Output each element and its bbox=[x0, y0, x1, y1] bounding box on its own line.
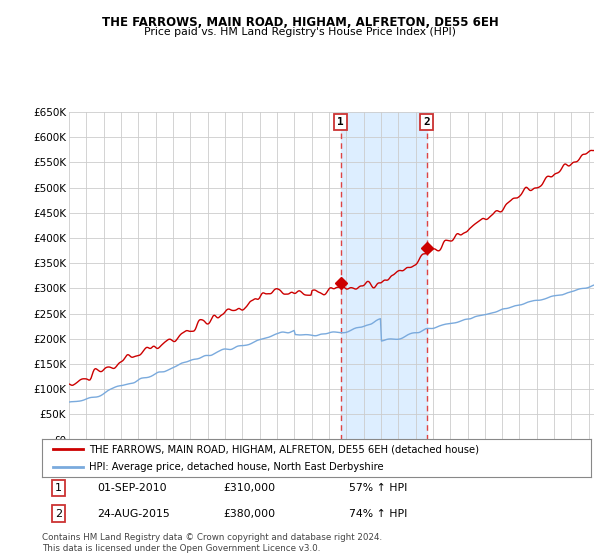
Text: 24-AUG-2015: 24-AUG-2015 bbox=[97, 508, 170, 519]
Text: 2: 2 bbox=[423, 117, 430, 127]
Text: 2: 2 bbox=[55, 508, 62, 519]
Text: 74% ↑ HPI: 74% ↑ HPI bbox=[349, 508, 408, 519]
Text: THE FARROWS, MAIN ROAD, HIGHAM, ALFRETON, DE55 6EH (detached house): THE FARROWS, MAIN ROAD, HIGHAM, ALFRETON… bbox=[89, 444, 479, 454]
Text: THE FARROWS, MAIN ROAD, HIGHAM, ALFRETON, DE55 6EH: THE FARROWS, MAIN ROAD, HIGHAM, ALFRETON… bbox=[101, 16, 499, 29]
Text: Price paid vs. HM Land Registry's House Price Index (HPI): Price paid vs. HM Land Registry's House … bbox=[144, 27, 456, 37]
Text: HPI: Average price, detached house, North East Derbyshire: HPI: Average price, detached house, Nort… bbox=[89, 462, 383, 472]
Text: £310,000: £310,000 bbox=[223, 483, 275, 493]
Text: 57% ↑ HPI: 57% ↑ HPI bbox=[349, 483, 408, 493]
Text: Contains HM Land Registry data © Crown copyright and database right 2024.
This d: Contains HM Land Registry data © Crown c… bbox=[42, 533, 382, 553]
Text: 1: 1 bbox=[337, 117, 344, 127]
Bar bbox=[341, 112, 427, 440]
Text: 1: 1 bbox=[55, 483, 62, 493]
Text: £380,000: £380,000 bbox=[223, 508, 275, 519]
Text: 01-SEP-2010: 01-SEP-2010 bbox=[97, 483, 167, 493]
